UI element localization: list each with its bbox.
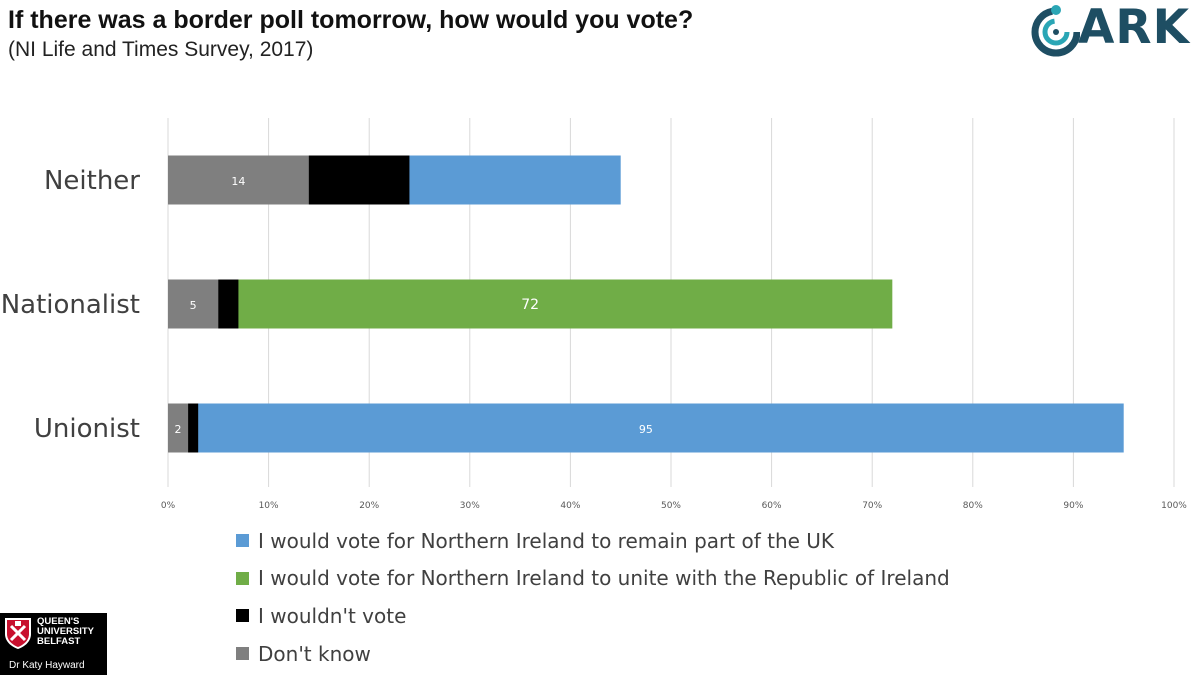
x-tick-label: 0%	[161, 501, 176, 511]
data-label: 72	[521, 297, 539, 313]
university-name: QUEEN'S UNIVERSITY BELFAST	[37, 617, 94, 647]
x-tick-label: 50%	[661, 501, 681, 511]
ark-logo-text: ARK	[1078, 0, 1190, 55]
university-badge: QUEEN'S UNIVERSITY BELFAST Dr Katy Haywa…	[0, 613, 107, 675]
legend-swatch	[236, 534, 249, 548]
university-name-line: QUEEN'S	[37, 616, 80, 627]
x-tick-label: 30%	[460, 501, 480, 511]
legend-swatch	[236, 609, 249, 623]
legend-item: I would vote for Northern Ireland to uni…	[236, 560, 950, 598]
category-label: Unionist	[34, 414, 140, 444]
bar-segment	[168, 155, 309, 205]
university-name-line: BELFAST	[37, 636, 81, 647]
legend-swatch	[236, 571, 249, 585]
bar-segment	[168, 403, 189, 453]
legend-swatch	[236, 647, 249, 661]
author-name: Dr Katy Hayward	[9, 660, 85, 671]
data-label: 95	[639, 423, 653, 436]
chart-subtitle: (NI Life and Times Survey, 2017)	[8, 38, 314, 61]
x-tick-label: 70%	[862, 501, 882, 511]
x-tick-label: 90%	[1063, 501, 1083, 511]
x-tick-label: 100%	[1161, 501, 1187, 511]
legend-item: I would vote for Northern Ireland to rem…	[236, 522, 950, 560]
chart-title: If there was a border poll tomorrow, how…	[8, 6, 694, 34]
category-label: Nationalist	[1, 290, 140, 320]
legend-item: I wouldn't vote	[236, 597, 950, 635]
x-tick-label: 10%	[259, 501, 279, 511]
data-label: 2	[175, 423, 182, 436]
stacked-bar-chart: 0% 10% 20% 30% 40% 50% 60% 70% 80% 90% 100% Neither…	[1, 118, 1187, 511]
legend-label: I would vote for Northern Ireland to uni…	[258, 566, 950, 591]
ark-swirl-icon	[1031, 5, 1080, 57]
legend-label: I would vote for Northern Ireland to rem…	[258, 528, 835, 553]
x-tick-label: 20%	[359, 501, 379, 511]
data-label: 14	[231, 175, 245, 188]
x-tick-label: 40%	[560, 501, 580, 511]
chart-legend: I would vote for Northern Ireland to rem…	[236, 522, 950, 672]
x-tick-label: 60%	[762, 501, 782, 511]
university-crest-icon	[5, 618, 31, 649]
university-name-line: UNIVERSITY	[37, 626, 95, 637]
bar-segment	[168, 403, 1124, 453]
legend-label: I wouldn't vote	[258, 603, 407, 628]
legend-label: Don't know	[258, 641, 371, 666]
ark-logo: ARK	[1030, 0, 1194, 58]
bar-segment	[168, 279, 219, 329]
bar-segment	[168, 279, 893, 329]
category-label: Neither	[44, 166, 140, 196]
data-label: 5	[190, 299, 197, 312]
data-label: 0	[160, 421, 169, 437]
x-tick-label: 80%	[963, 501, 983, 511]
legend-item: Don't know	[236, 635, 950, 673]
